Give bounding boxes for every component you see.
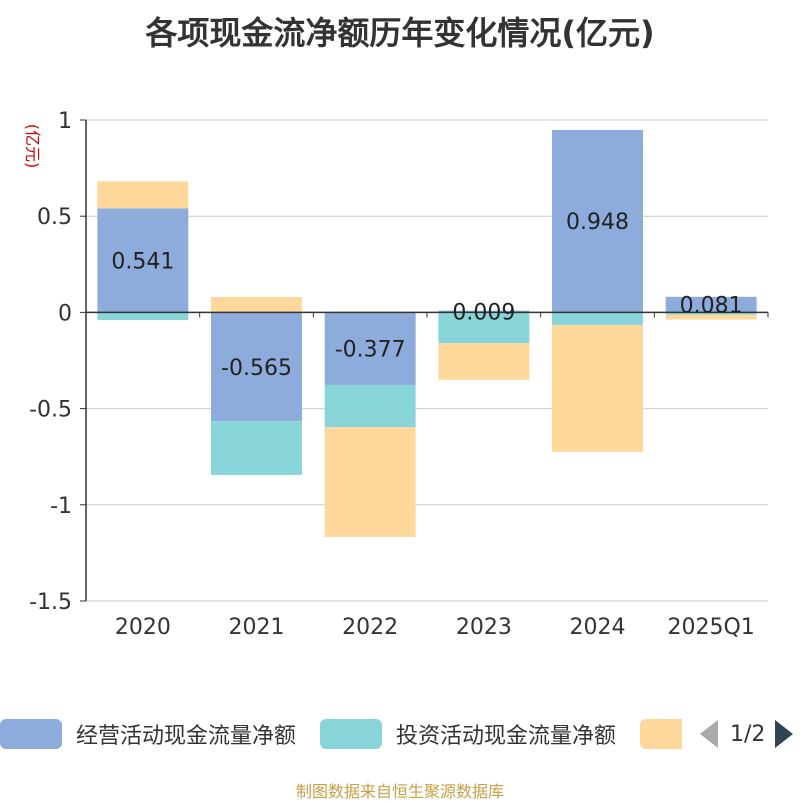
bar-2023-series-1 xyxy=(438,312,530,344)
data-label: -0.377 xyxy=(335,338,406,363)
pager-text: 1/2 xyxy=(730,721,766,747)
bar-2020-series-2 xyxy=(97,181,189,209)
legend-label-operating: 经营活动现金流量净额 xyxy=(76,724,297,749)
chart-title: 各项现金流净额历年变化情况(亿元) xyxy=(145,14,655,52)
legend-swatch-operating xyxy=(0,719,62,749)
bar-2020-series-1 xyxy=(97,312,189,321)
y-tick-label: -1 xyxy=(50,494,72,519)
pager-next-icon[interactable] xyxy=(775,720,794,748)
bar-2025Q1-series-0 xyxy=(665,296,757,313)
bar-2024-series-0 xyxy=(552,130,643,313)
bar-2023-series-0 xyxy=(438,310,530,313)
bar-2024-series-2 xyxy=(552,324,643,452)
x-tick-label: 2023 xyxy=(456,615,512,640)
bar-2023-series-2 xyxy=(438,343,530,380)
source-note: 制图数据来自恒生聚源数据库 xyxy=(295,782,504,801)
data-label: 0.009 xyxy=(452,301,515,326)
x-tick-label: 2021 xyxy=(229,615,285,640)
y-tick-label: -1.5 xyxy=(29,590,72,615)
data-label: 0.541 xyxy=(111,249,174,274)
legend-label-investing: 投资活动现金流量净额 xyxy=(396,724,617,749)
bar-2025Q1-series-1 xyxy=(665,312,757,315)
legend-swatch-investing xyxy=(320,719,382,749)
y-tick-label: 0 xyxy=(58,301,72,326)
data-label: -0.565 xyxy=(221,356,292,381)
bar-2025Q1-series-2 xyxy=(665,314,757,320)
y-axis-unit: (亿元) xyxy=(23,124,42,169)
x-tick-label: 2022 xyxy=(342,615,398,640)
bar-2020-series-0 xyxy=(97,208,189,313)
pager-prev-icon[interactable] xyxy=(700,720,718,748)
x-tick-label: 2020 xyxy=(115,615,171,640)
bar-2022-series-1 xyxy=(324,384,416,428)
bar-2021-series-0 xyxy=(211,312,302,422)
bar-2024-series-1 xyxy=(552,312,643,325)
legend-pager: 1/2 xyxy=(700,716,794,752)
bar-2022-series-0 xyxy=(324,312,416,385)
bar-2021-series-1 xyxy=(211,421,302,475)
bar-2021-series-2 xyxy=(211,297,302,313)
y-tick-label: -0.5 xyxy=(29,398,72,423)
data-label: 0.948 xyxy=(566,210,629,235)
y-tick-label: 1 xyxy=(58,109,72,134)
x-tick-label: 2024 xyxy=(570,615,626,640)
legend-item-third-series[interactable] xyxy=(640,716,682,752)
legend-swatch-third-series xyxy=(640,719,682,749)
legend-item-investing[interactable]: 投资活动现金流量净额 xyxy=(320,716,616,752)
data-label: 0.081 xyxy=(680,294,743,319)
y-tick-label: 0.5 xyxy=(37,205,72,230)
legend: 经营活动现金流量净额 投资活动现金流量净额 xyxy=(0,716,800,752)
bar-2022-series-2 xyxy=(324,427,416,537)
x-tick-label: 2025Q1 xyxy=(668,615,755,640)
legend-item-operating[interactable]: 经营活动现金流量净额 xyxy=(0,716,296,752)
